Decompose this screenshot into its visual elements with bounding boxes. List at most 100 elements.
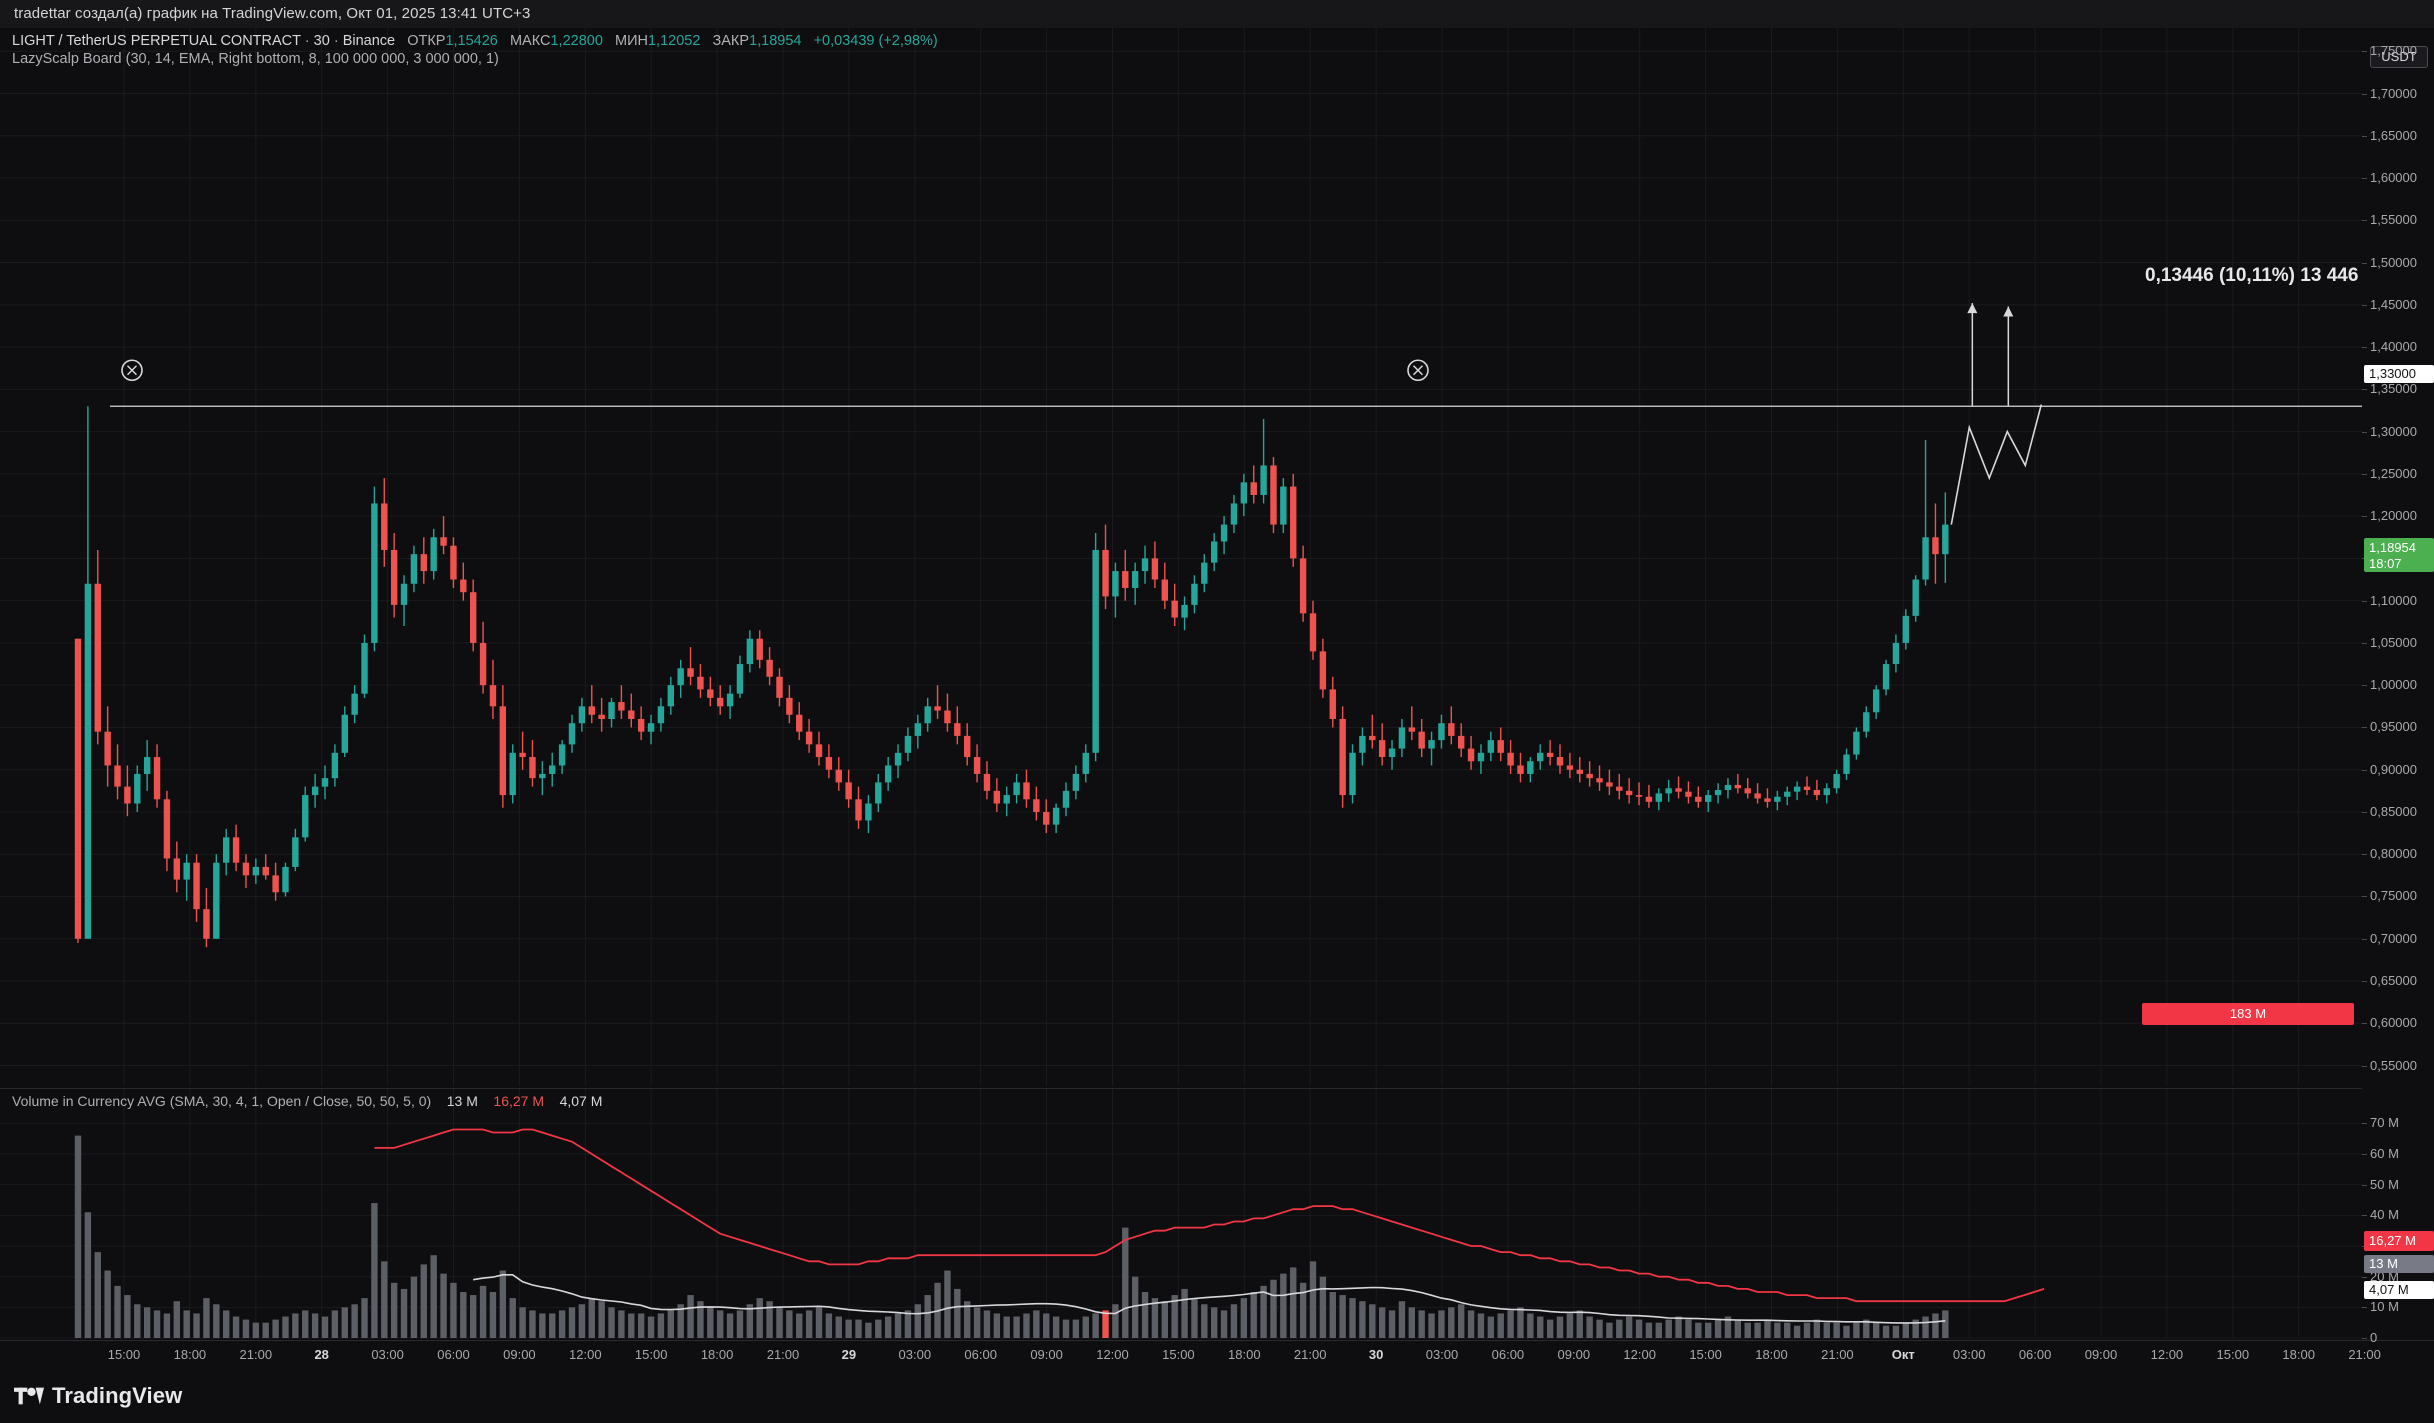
candle-body [1902, 615, 1909, 643]
volume-bar [568, 1307, 576, 1338]
candle-body [1596, 778, 1603, 783]
price-axis-tick-label: 0,60000 [2370, 1015, 2417, 1031]
candle-body [1675, 788, 1682, 792]
volume-bar [1131, 1276, 1139, 1338]
time-axis-time-label: 21:00 [239, 1347, 273, 1362]
price-axis-tick-label: 0,85000 [2370, 803, 2417, 819]
price-axis-tick-label: 1,25000 [2370, 465, 2417, 481]
price-axis[interactable]: USDT 1,75000 1,70000 1,65000 1,60000 1,55000… [2362, 28, 2434, 1345]
candle-body [213, 862, 220, 939]
candle-body [351, 693, 358, 715]
price-axis-tick [2362, 896, 2367, 898]
time-axis-time-label: 18:00 [2282, 1347, 2315, 1362]
candle-body [1122, 571, 1129, 588]
candle-body [1793, 786, 1801, 792]
measure-arrow[interactable] [1967, 303, 1978, 407]
candle-body [1438, 723, 1445, 741]
candle-body [1872, 689, 1880, 713]
candle-body [756, 638, 763, 660]
volume-axis-tick [2362, 1276, 2367, 1278]
level-anchor-handle[interactable] [1407, 359, 1429, 382]
volume-bar [1635, 1319, 1643, 1338]
candle-body [134, 773, 141, 804]
volume-bar [588, 1298, 595, 1338]
candle-body [647, 723, 655, 732]
volume-bar [1250, 1292, 1257, 1338]
volume-bar [1586, 1316, 1593, 1338]
candle-body [1912, 579, 1919, 616]
volume-bar [1497, 1313, 1504, 1338]
candle-body [94, 583, 101, 732]
candle-body [321, 778, 329, 787]
candle-body [1744, 788, 1751, 794]
legend-indicator-row[interactable]: LazyScalp Board (30, 14, EMA, Right bott… [12, 50, 938, 68]
candle-body [1092, 549, 1099, 753]
candle-body [1882, 664, 1890, 690]
candle-body [815, 744, 823, 758]
volume-bar [420, 1264, 427, 1338]
price-axis-tick [2362, 811, 2367, 813]
volume-bar [1556, 1316, 1564, 1338]
legend-symbol-row[interactable]: LIGHT / TetherUS PERPETUAL CONTRACT · 30… [12, 32, 938, 50]
candle-body [519, 752, 526, 758]
candle-body [371, 503, 378, 643]
volume-axis-tick-label: 70 M [2370, 1115, 2399, 1131]
projection-zigzag-path[interactable] [1950, 404, 2043, 525]
time-axis[interactable]: 15:00 18:00 21:00 28 03:00 06:00 09:00 12:00 15:… [0, 1341, 2434, 1371]
volume-bar [252, 1322, 260, 1338]
volume-bar [242, 1319, 250, 1338]
volume-alert-tag: 183 M [2142, 1003, 2354, 1025]
volume-legend[interactable]: Volume in Currency AVG (SMA, 30, 4, 1, O… [12, 1093, 602, 1110]
price-axis-tick-label: 1,20000 [2370, 508, 2417, 524]
volume-axis-tick [2362, 1338, 2367, 1339]
candle-body [1665, 788, 1672, 794]
price-axis-tick-label: 0,70000 [2370, 930, 2417, 946]
legend-close-value: 1,18954 [749, 33, 802, 49]
candle-body [1220, 524, 1228, 542]
candle-body [1398, 727, 1406, 749]
candle-body [549, 765, 556, 774]
tradingview-logo[interactable]: TradingView [14, 1383, 182, 1409]
price-axis-tick [2362, 685, 2367, 687]
volume-bar [1280, 1273, 1287, 1338]
candle-body [1843, 754, 1850, 774]
volume-bar [124, 1295, 131, 1338]
attribution-bar: tradettar создал(а) график на TradingVie… [0, 0, 2434, 28]
current-price-time: 18:07 [2369, 556, 2402, 571]
price-axis-tick [2362, 51, 2367, 53]
price-axis-tick [2362, 178, 2367, 180]
price-axis-tick-label: 1,45000 [2370, 296, 2417, 312]
volume-bar [302, 1310, 309, 1338]
legend-low-value: 1,12052 [647, 33, 701, 49]
candle-body [470, 592, 477, 643]
candle-body [558, 744, 566, 766]
level-anchor-handle[interactable] [121, 359, 143, 382]
candle-body [1072, 773, 1080, 791]
price-axis-tick-label: 1,50000 [2370, 254, 2417, 270]
candle-body [529, 757, 536, 779]
volume-axis-tick [2362, 1215, 2367, 1217]
time-axis-date-label: Окт [1891, 1347, 1915, 1362]
candle-body [1853, 731, 1860, 755]
volume-bar [628, 1313, 635, 1338]
measure-arrow[interactable] [2003, 306, 2014, 407]
candle-body [1487, 740, 1495, 753]
volume-axis-tick-label: 10 M [2370, 1299, 2399, 1315]
candle-body [1546, 752, 1554, 758]
volume-bar [1843, 1325, 1850, 1338]
candle-body [539, 773, 546, 779]
volume-bar [1507, 1310, 1514, 1338]
volume-bar [1319, 1276, 1327, 1338]
candle-body [1052, 807, 1060, 825]
volume-bar [1092, 1313, 1099, 1338]
candle-body [1655, 793, 1662, 802]
candle-body [855, 799, 862, 821]
candle-body [934, 706, 941, 711]
candle-body [1922, 537, 1929, 580]
candle-body [1477, 752, 1485, 762]
candle-body [1685, 791, 1692, 797]
candle-body [1724, 784, 1732, 790]
volume-bar [1102, 1310, 1109, 1338]
volume-bar [1161, 1301, 1168, 1338]
